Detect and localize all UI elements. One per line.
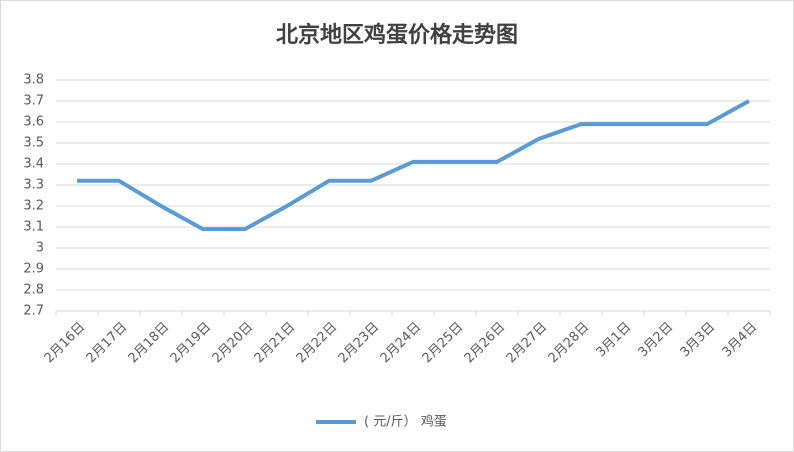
- y-tick-label: 3.4: [23, 157, 44, 172]
- y-tick-label: 2.7: [23, 304, 44, 319]
- y-tick-label: 3: [36, 241, 44, 256]
- y-tick-label: 3.7: [23, 94, 44, 109]
- y-tick-label: 2.8: [23, 283, 44, 298]
- y-tick-label: 3.2: [23, 199, 44, 214]
- y-tick-label: 3.3: [23, 178, 44, 193]
- chart-title: 北京地区鸡蛋价格走势图: [276, 22, 518, 48]
- y-tick-label: 3.1: [23, 220, 44, 235]
- y-tick-label: 2.9: [23, 262, 44, 277]
- legend-label: ( 元/斤） 鸡蛋: [364, 414, 447, 430]
- y-tick-label: 3.5: [23, 136, 44, 151]
- y-tick-label: 3.8: [23, 73, 44, 88]
- y-tick-label: 3.6: [23, 115, 44, 130]
- data-line: [77, 99, 750, 232]
